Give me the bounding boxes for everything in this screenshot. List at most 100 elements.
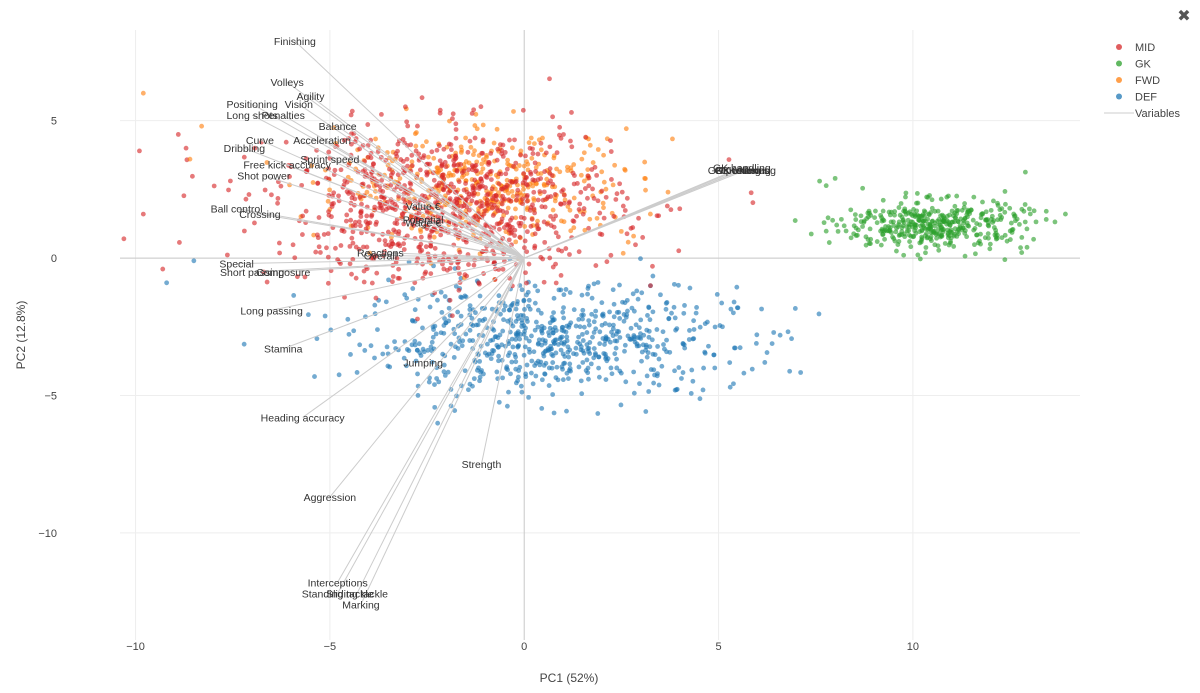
data-point-mid [585, 195, 590, 201]
data-point-mid [262, 187, 268, 193]
data-point-mid [347, 261, 353, 267]
data-point-mid [401, 241, 407, 247]
data-point-mid [380, 189, 386, 194]
data-point-fwd [459, 147, 465, 153]
data-point-mid [676, 248, 682, 254]
data-point-def [429, 339, 435, 345]
data-point-def [602, 342, 607, 347]
y-tick-label: −5 [44, 390, 57, 402]
data-point-def [442, 294, 448, 299]
data-point-mid [434, 201, 440, 206]
data-point-def [409, 342, 415, 348]
data-point-def [562, 354, 568, 359]
data-point-mid [656, 213, 662, 219]
data-point-mid [544, 196, 550, 202]
legend-label-fwd: FWD [1135, 75, 1160, 87]
data-point-def [524, 292, 529, 298]
close-icon[interactable]: ✖ [1177, 6, 1191, 25]
data-point-def [420, 325, 425, 331]
data-point-def [632, 334, 637, 340]
data-point-def [241, 341, 247, 347]
data-point-def [442, 316, 447, 321]
data-point-def [656, 356, 662, 362]
data-point-def [463, 331, 469, 337]
data-point-mid [507, 137, 512, 143]
data-point-def [614, 356, 619, 362]
data-point-mid [567, 252, 572, 257]
data-point-def [482, 305, 488, 311]
data-point-mid [412, 280, 418, 286]
data-point-mid [677, 206, 683, 212]
data-point-mid [456, 287, 462, 293]
data-point-def [517, 336, 523, 342]
data-point-mid [533, 169, 538, 174]
data-point-gk [907, 209, 913, 215]
data-point-mid [547, 255, 553, 261]
data-point-mid [520, 201, 525, 207]
data-point-def [691, 327, 697, 332]
data-point-def [402, 292, 408, 298]
data-point-mid [608, 149, 614, 154]
data-point-gk [866, 208, 872, 214]
data-point-fwd [643, 187, 648, 193]
data-point-def [637, 381, 642, 387]
data-point-mid [455, 265, 461, 271]
variable-label: Special [219, 259, 253, 271]
data-point-gk [987, 241, 993, 247]
data-point-mid [576, 207, 582, 212]
data-point-def [538, 310, 544, 316]
data-point-fwd [309, 163, 315, 169]
data-point-fwd [513, 206, 518, 212]
data-point-def [586, 283, 591, 289]
data-point-mid [390, 170, 396, 175]
data-point-gk [980, 211, 985, 217]
data-point-def [561, 341, 567, 347]
data-point-mid [360, 142, 366, 148]
data-point-def [616, 309, 622, 315]
data-point-gk [940, 213, 946, 219]
data-point-mid [437, 158, 443, 164]
data-point-def [644, 327, 650, 333]
data-point-mid [521, 215, 527, 221]
data-point-def [489, 306, 495, 312]
data-point-mid [490, 213, 496, 218]
x-tick-label: 5 [715, 641, 721, 653]
data-point-def [571, 351, 576, 357]
data-point-gk [930, 218, 935, 224]
data-point-def [553, 337, 559, 343]
variable-vector [422, 257, 525, 363]
data-point-mid [438, 232, 444, 238]
variable-vector [286, 81, 525, 259]
data-point-def [442, 373, 448, 378]
data-point-gk [873, 208, 878, 214]
data-point-def [646, 304, 652, 310]
data-point-gk [917, 229, 922, 235]
data-point-def [560, 309, 566, 315]
data-point-def [392, 339, 397, 345]
data-point-def [567, 290, 573, 295]
data-point-fwd [472, 148, 477, 154]
data-point-mid [474, 200, 479, 206]
data-point-mid [569, 144, 575, 150]
data-point-mid [523, 270, 528, 276]
data-point-def [586, 322, 592, 328]
data-point-def [348, 352, 353, 357]
data-point-gk [964, 212, 970, 218]
data-point-def [372, 355, 377, 361]
data-point-mid [480, 139, 486, 145]
variable-vector [422, 221, 525, 259]
data-point-mid [515, 187, 521, 193]
data-point-def [671, 304, 677, 310]
data-point-mid [569, 110, 574, 115]
data-point-def [622, 300, 628, 306]
data-point-def [595, 280, 601, 285]
data-point-gk [872, 215, 878, 220]
data-point-mid [416, 244, 422, 250]
data-point-fwd [471, 152, 476, 158]
data-point-mid [446, 154, 452, 160]
data-point-mid [471, 262, 477, 268]
data-point-gk [848, 207, 854, 213]
data-point-mid [181, 193, 187, 199]
data-point-gk [991, 225, 997, 230]
data-point-mid [502, 196, 507, 202]
